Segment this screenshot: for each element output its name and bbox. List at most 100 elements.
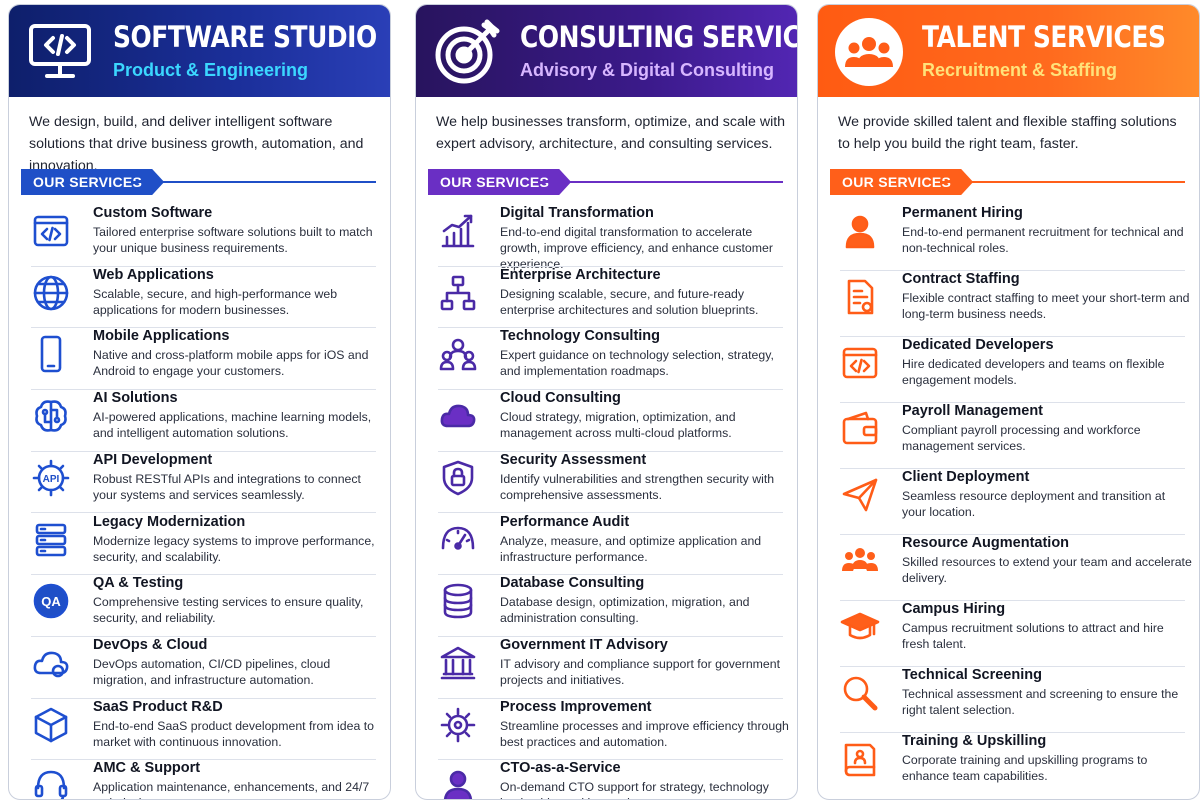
item-divider <box>31 697 376 699</box>
card-title: CONSULTING SERVICES <box>520 20 798 54</box>
service-title: Cloud Consulting <box>500 390 621 407</box>
service-description: End-to-end digital transformation to acc… <box>500 225 773 271</box>
item-divider <box>438 759 783 761</box>
service-title: Contract Staffing <box>902 271 1020 287</box>
database-icon <box>438 581 478 621</box>
qa-badge-icon: QA <box>31 581 71 621</box>
service-item: Database Consulting Database design, opti… <box>430 575 783 637</box>
code-window-icon <box>31 211 71 251</box>
divider <box>940 181 1185 183</box>
item-divider <box>438 574 783 576</box>
cube-icon <box>31 705 71 745</box>
service-item: Security Assessment Identify vulnerabilit… <box>430 452 783 514</box>
service-title: Dedicated Developers <box>902 337 1054 353</box>
item-divider <box>840 336 1185 337</box>
service-title: API Development <box>93 451 213 468</box>
service-description: Analyze, measure, and optimize applicati… <box>500 533 762 564</box>
item-divider <box>31 635 376 637</box>
service-title: Government IT Advisory <box>500 636 668 653</box>
service-description: Scalable, secure, and high-performance w… <box>93 286 338 317</box>
card-header: SOFTWARE STUDIO Product & Engineering <box>9 5 390 97</box>
card-intro: We help businesses transform, optimize, … <box>436 114 786 152</box>
shield-lock-icon <box>438 458 478 498</box>
item-divider <box>438 327 783 329</box>
service-description: Campus recruitment solutions to attract … <box>902 621 1164 651</box>
service-description: Comprehensive testing services to ensure… <box>93 595 364 626</box>
item-divider <box>840 468 1185 469</box>
service-description: End-to-end SaaS product development from… <box>93 718 374 749</box>
architecture-nodes-icon <box>438 273 478 313</box>
service-description: Robust RESTful APIs and integrations to … <box>93 471 361 502</box>
service-description: On-demand CTO support for strategy, tech… <box>500 780 769 799</box>
service-description: Tailored enterprise software solutions b… <box>93 225 373 255</box>
item-divider <box>438 389 783 391</box>
person-icon <box>840 211 880 251</box>
code-window-icon <box>840 343 880 383</box>
service-item: Payroll Management Compliant payroll proc… <box>832 403 1185 469</box>
ai-brain-icon <box>31 396 71 436</box>
service-description: Native and cross-platform mobile apps fo… <box>93 348 369 379</box>
globe-icon <box>31 273 71 313</box>
services-section-bar: OUR SERVICES <box>428 169 783 195</box>
service-description: Flexible contract staffing to meet your … <box>902 291 1190 321</box>
services-label: OUR SERVICES <box>428 169 571 195</box>
item-divider <box>31 759 376 761</box>
service-item: Process Improvement Streamline processes … <box>430 698 789 761</box>
item-divider <box>438 512 783 514</box>
service-description: Identify vulnerabilities and strengthen … <box>500 471 775 502</box>
person-icon <box>438 766 478 799</box>
svg-text:QA: QA <box>41 594 61 609</box>
service-item: SaaS Product R&D End-to-end SaaS product … <box>23 699 376 761</box>
card-title: SOFTWARE STUDIO <box>113 20 377 54</box>
service-item: AMC & Support Application maintenance, en… <box>23 760 376 799</box>
growth-chart-icon <box>438 211 478 251</box>
service-description: End-to-end permanent recruitment for tec… <box>902 225 1184 255</box>
service-item: Permanent Hiring End-to-end permanent rec… <box>832 205 1185 271</box>
paper-plane-icon <box>840 475 880 515</box>
target-icon <box>432 17 502 87</box>
service-item: Resource Augmentation Skilled resources t… <box>832 535 1192 601</box>
service-description: AI-powered applications, machine learnin… <box>93 410 372 441</box>
people-group-icon <box>834 17 904 87</box>
speedometer-icon <box>438 520 478 560</box>
service-item: Government IT Advisory IT advisory and co… <box>430 637 783 699</box>
card-intro: We design, build, and deliver intelligen… <box>29 114 364 174</box>
service-description: DevOps automation, CI/CD pipelines, clou… <box>93 656 331 687</box>
item-divider <box>31 450 376 452</box>
service-item: API API Development Robust RESTful APIs an… <box>23 452 376 514</box>
service-item: Technical Screening Technical assessment … <box>832 667 1185 733</box>
service-item: Campus Hiring Campus recruitment solution… <box>832 601 1185 667</box>
card-header: TALENT SERVICES Recruitment & Staffing <box>818 5 1199 97</box>
service-item: Enterprise Architecture Designing scalabl… <box>430 267 783 329</box>
service-description: Seamless resource deployment and transit… <box>902 489 1166 519</box>
cloud-icon <box>438 396 478 436</box>
service-title: SaaS Product R&D <box>93 698 223 715</box>
divider <box>131 181 376 183</box>
service-item: Performance Audit Analyze, measure, and o… <box>430 514 783 576</box>
service-item: Web Applications Scalable, secure, and hi… <box>23 267 376 329</box>
service-title: Performance Audit <box>500 513 630 530</box>
service-item: Training & Upskilling Corporate training … <box>832 733 1185 799</box>
service-title: Resource Augmentation <box>902 535 1070 551</box>
divider <box>538 181 783 183</box>
service-title: Web Applications <box>93 266 214 283</box>
cloud-gear-icon <box>31 643 71 683</box>
item-divider <box>438 635 783 637</box>
smartphone-icon <box>31 334 71 374</box>
service-description: Cloud strategy, migration, optimization,… <box>500 410 736 441</box>
service-title: Database Consulting <box>500 575 645 592</box>
service-description: Skilled resources to extend your team an… <box>902 555 1192 585</box>
consulting-services-card: CONSULTING SERVICES Advisory & Digital C… <box>415 4 798 800</box>
contract-document-icon <box>840 277 880 317</box>
service-title: AI Solutions <box>93 390 178 407</box>
api-gear-icon: API <box>31 458 71 498</box>
services-section-bar: OUR SERVICES <box>21 169 376 195</box>
service-title: Process Improvement <box>500 698 652 715</box>
item-divider <box>840 600 1185 601</box>
service-item: AI Solutions AI-powered applications, mac… <box>23 390 376 452</box>
item-divider <box>31 574 376 576</box>
svg-text:API: API <box>43 474 60 485</box>
service-description: Corporate training and upskilling progra… <box>902 753 1148 783</box>
service-item: DevOps & Cloud DevOps automation, CI/CD p… <box>23 637 376 699</box>
service-item: Digital Transformation End-to-end digital… <box>430 205 783 271</box>
